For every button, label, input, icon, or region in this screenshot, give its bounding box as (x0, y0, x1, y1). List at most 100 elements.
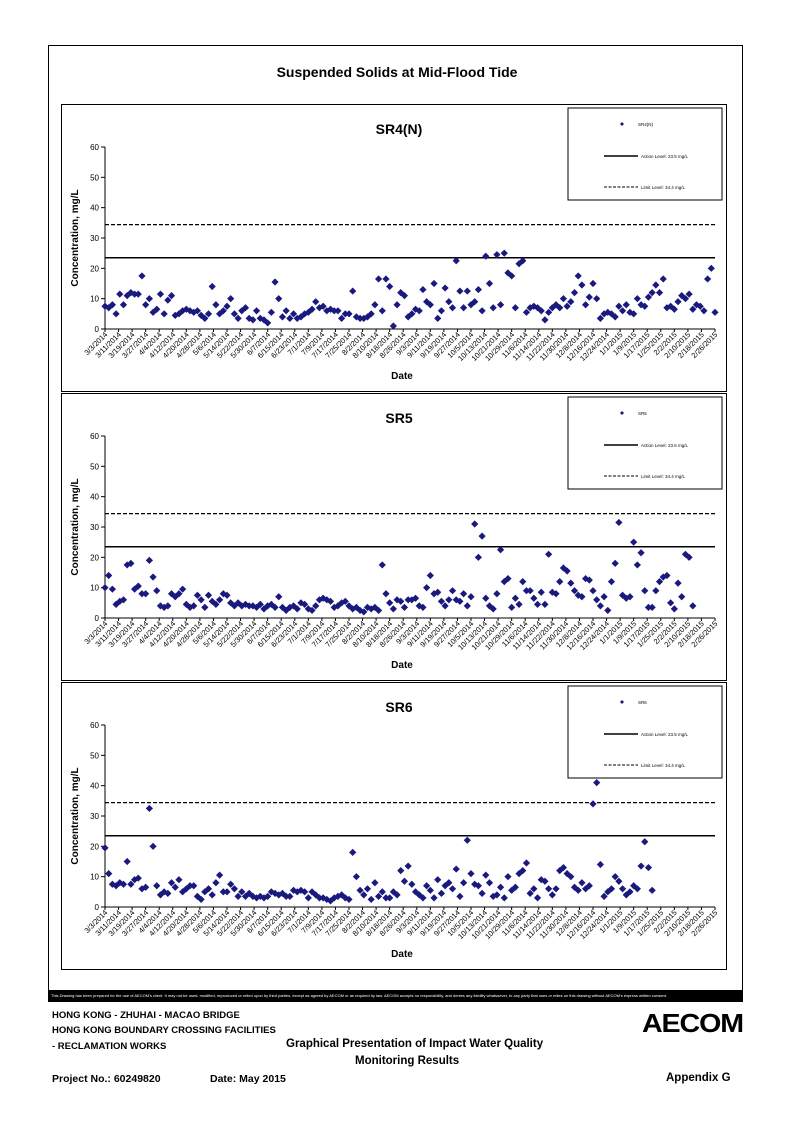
data-point (559, 863, 568, 872)
data-point (548, 588, 556, 596)
data-point (415, 307, 423, 315)
project-title-line-1: HONG KONG - ZHUHAI - MACAO BRIDGE (52, 1010, 240, 1021)
data-point (456, 892, 464, 900)
data-point (411, 305, 420, 313)
data-point (153, 587, 161, 595)
legend-box (567, 107, 723, 201)
data-point (153, 882, 161, 890)
data-point (589, 279, 597, 288)
data-point (356, 314, 364, 322)
y-axis-label: Concentration, mg/L (70, 478, 81, 575)
data-point (360, 891, 368, 899)
data-point (326, 305, 335, 313)
data-point (382, 894, 390, 902)
project-number: Project No.: 60249820 (52, 1073, 161, 1085)
chart-sr6: SR601020304050603/3/20143/11/20143/19/20… (61, 682, 727, 970)
data-point (408, 310, 416, 318)
data-point (511, 883, 519, 891)
data-point (382, 275, 390, 283)
data-point (500, 894, 508, 902)
legend-marker-label: SR4(N) (638, 122, 654, 127)
data-point (689, 305, 697, 313)
x-axis-label: Date (391, 660, 413, 671)
data-point (500, 578, 508, 586)
data-point (378, 561, 386, 569)
data-point (692, 301, 701, 309)
data-point (644, 863, 653, 872)
data-point (323, 596, 331, 604)
data-point (681, 550, 690, 558)
y-tick-label: 50 (90, 462, 99, 471)
x-axis-label: Date (391, 949, 413, 960)
data-point (511, 304, 519, 312)
data-point (374, 275, 383, 283)
data-point (574, 591, 582, 599)
data-point (471, 520, 479, 528)
data-point (426, 301, 434, 309)
data-point (589, 587, 597, 595)
data-point (223, 302, 231, 310)
data-point (570, 883, 579, 891)
data-point (519, 257, 527, 265)
data-point (552, 301, 560, 309)
data-point (179, 585, 187, 593)
data-point (182, 305, 190, 313)
data-point (515, 260, 523, 268)
data-point (482, 252, 490, 260)
data-point (556, 578, 564, 586)
legend-marker-label: SR5 (638, 411, 647, 416)
data-point (482, 594, 490, 602)
data-point (123, 857, 131, 866)
data-point (537, 588, 545, 596)
data-point (389, 322, 397, 330)
y-tick-label: 30 (90, 234, 99, 243)
data-point (197, 596, 205, 604)
legend-marker (620, 700, 624, 704)
y-tick-label: 20 (90, 264, 99, 273)
data-point (130, 585, 139, 593)
data-point (186, 307, 194, 315)
data-point (537, 307, 545, 315)
chart-title: SR6 (385, 699, 412, 715)
data-point (711, 308, 719, 316)
data-point (567, 298, 575, 306)
data-point (423, 298, 431, 306)
data-point (533, 600, 542, 608)
data-point (526, 304, 534, 312)
legend-marker (620, 411, 624, 415)
disclaimer-bar: This Drawing has been prepared for the u… (48, 990, 743, 1002)
data-point (493, 590, 501, 598)
y-tick-label: 20 (90, 842, 99, 851)
data-point (393, 596, 401, 604)
data-point (360, 314, 368, 322)
data-point (208, 597, 216, 605)
data-point (434, 314, 442, 322)
data-point (607, 885, 616, 893)
data-point (589, 800, 597, 808)
data-point (330, 894, 338, 902)
y-tick-label: 10 (90, 584, 99, 593)
data-point (618, 307, 627, 315)
data-point (648, 886, 656, 894)
data-point (334, 602, 342, 610)
data-point (696, 302, 704, 310)
y-tick-label: 0 (95, 614, 100, 623)
data-point (548, 891, 556, 899)
data-point (134, 874, 142, 882)
data-point (496, 301, 505, 309)
data-point (674, 298, 682, 306)
data-point (515, 870, 523, 878)
data-point (219, 307, 227, 315)
data-point (452, 865, 460, 873)
data-point (530, 302, 538, 310)
data-point (297, 599, 305, 607)
data-point (556, 304, 564, 312)
data-point (496, 546, 505, 554)
data-point (511, 594, 519, 602)
data-point (216, 596, 224, 604)
data-point (371, 301, 379, 309)
data-point (448, 304, 457, 312)
data-point (275, 295, 283, 303)
data-point (171, 883, 179, 891)
y-tick-label: 60 (90, 143, 99, 152)
